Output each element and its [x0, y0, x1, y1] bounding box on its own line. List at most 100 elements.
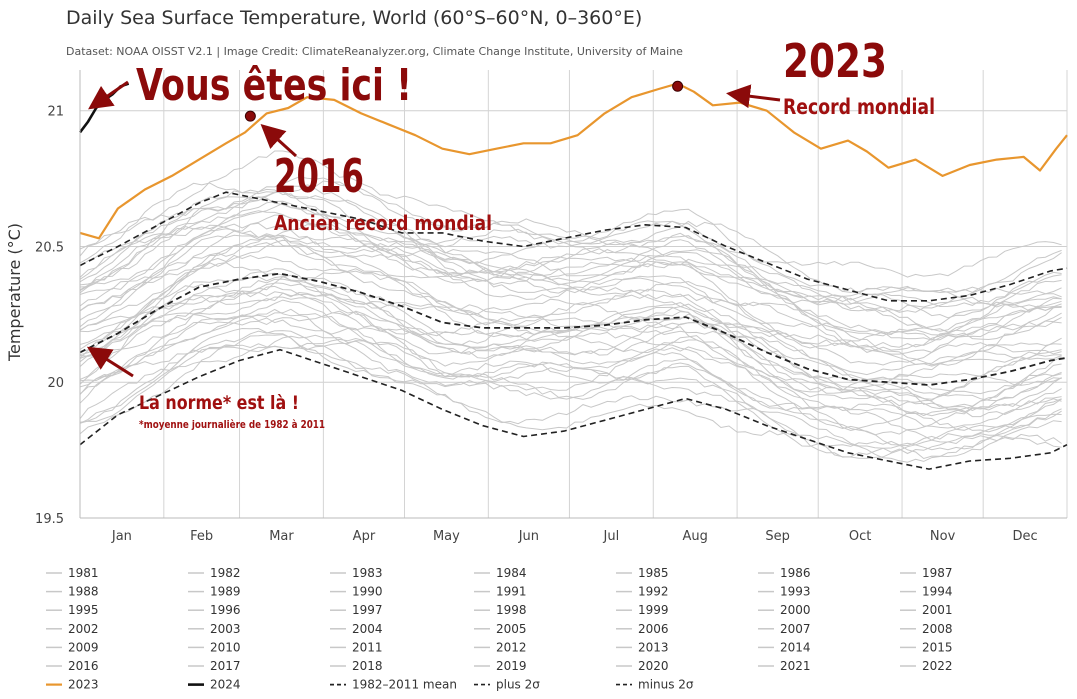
arrow-2023	[726, 84, 781, 109]
legend-label: 2024	[210, 678, 241, 692]
legend-item[interactable]: 1992	[616, 585, 669, 599]
legend-item[interactable]: 2005	[474, 622, 527, 636]
legend-item[interactable]: 2011	[330, 640, 383, 654]
legend-item[interactable]: 2007	[758, 622, 811, 636]
legend-label: 2018	[352, 659, 383, 673]
legend-item[interactable]: 2014	[758, 640, 811, 654]
x-tick-label: Mar	[269, 529, 294, 544]
legend-item[interactable]: 1986	[758, 566, 811, 580]
series-line-1995	[79, 282, 1062, 412]
legend-item[interactable]: 2015	[900, 640, 953, 654]
legend-item[interactable]: 2004	[330, 622, 383, 636]
legend-label: 1999	[638, 603, 669, 617]
legend-item[interactable]: 1982	[188, 566, 241, 580]
legend-item[interactable]: 1998	[474, 603, 527, 617]
legend-item[interactable]: 1993	[758, 585, 811, 599]
legend-item[interactable]: minus 2σ	[616, 678, 694, 692]
annotation-2023-sub: Record mondial	[783, 95, 935, 119]
legend-item[interactable]: 1991	[474, 585, 527, 599]
legend-label: 1993	[780, 585, 811, 599]
legend-item[interactable]: 1981	[46, 566, 99, 580]
x-tick-label: May	[433, 529, 460, 544]
legend-item[interactable]: 2018	[330, 659, 383, 673]
x-tick-label: Apr	[353, 529, 376, 544]
legend-item[interactable]: 2001	[900, 603, 953, 617]
marker-2023	[672, 80, 684, 92]
series-line-2024	[78, 82, 130, 134]
legend-item[interactable]: 2006	[616, 622, 669, 636]
legend-item[interactable]: 1995	[46, 603, 99, 617]
legend-item[interactable]: 2023	[46, 678, 99, 692]
x-tick-label: Sep	[765, 529, 790, 544]
series-line-2015	[79, 200, 1062, 333]
legend-label: 1994	[922, 585, 953, 599]
x-tick-label: Aug	[682, 529, 707, 544]
arrow-norm	[86, 346, 134, 378]
legend-label: 1984	[496, 566, 527, 580]
legend-item[interactable]: 2002	[46, 622, 99, 636]
legend-item[interactable]: 1985	[616, 566, 669, 580]
legend-item[interactable]: 1984	[474, 566, 527, 580]
y-tick-label: 20	[47, 376, 64, 391]
chart-subtitle: Dataset: NOAA OISST V2.1 | Image Credit:…	[66, 45, 683, 58]
legend-label: 1992	[638, 585, 669, 599]
legend-item[interactable]: 1988	[46, 585, 99, 599]
legend-item[interactable]: 1982–2011 mean	[330, 678, 457, 692]
series-line-1985	[79, 340, 1062, 459]
arrow-here	[88, 80, 129, 110]
background-year-lines	[79, 150, 1062, 463]
legend-label: 2013	[638, 640, 669, 654]
series-line-2022	[79, 150, 1062, 278]
legend-item[interactable]: 1987	[900, 566, 953, 580]
legend-item[interactable]: 1983	[330, 566, 383, 580]
legend-label: 1988	[68, 585, 99, 599]
x-tick-label: Jan	[111, 529, 132, 544]
legend-item[interactable]: 2010	[188, 640, 241, 654]
legend-item[interactable]: 2024	[188, 678, 241, 692]
legend-item[interactable]: 1996	[188, 603, 241, 617]
legend-label: 2003	[210, 622, 241, 636]
legend-item[interactable]: 2019	[474, 659, 527, 673]
legend-label: 2016	[68, 659, 99, 673]
legend-label: 2020	[638, 659, 669, 673]
x-tick-label: Dec	[1013, 529, 1038, 544]
legend-item[interactable]: 1989	[188, 585, 241, 599]
series-line-2021	[79, 182, 1062, 306]
series-line-1987	[79, 334, 1062, 451]
series-line-2008	[79, 210, 1062, 336]
series-line-2018	[79, 190, 1062, 319]
legend-item[interactable]: 1994	[900, 585, 953, 599]
axes: 19.5 20 20.5 21 Jan Feb Mar Apr May Jun Jul Aug Sep O…	[35, 70, 1067, 544]
legend-item[interactable]: 2003	[188, 622, 241, 636]
legend-label: 1983	[352, 566, 383, 580]
legend-item[interactable]: 2009	[46, 640, 99, 654]
legend-item[interactable]: 2000	[758, 603, 811, 617]
legend-label: 1990	[352, 585, 383, 599]
legend-item[interactable]: 2012	[474, 640, 527, 654]
legend-item[interactable]: 2016	[46, 659, 99, 673]
legend-label: 2011	[352, 640, 383, 654]
legend-item[interactable]: 1999	[616, 603, 669, 617]
legend-label: 2015	[922, 640, 953, 654]
legend-item[interactable]: 2020	[616, 659, 669, 673]
legend-item[interactable]: 1990	[330, 585, 383, 599]
legend-label: 2006	[638, 622, 669, 636]
legend-item[interactable]: 2017	[188, 659, 241, 673]
series-line-1981	[79, 334, 1062, 463]
legend-label: 1989	[210, 585, 241, 599]
legend-item[interactable]: 2021	[758, 659, 811, 673]
legend-item[interactable]: 2022	[900, 659, 953, 673]
legend-label: 2008	[922, 622, 953, 636]
legend-item[interactable]: 1997	[330, 603, 383, 617]
series-line-2020	[79, 180, 1062, 306]
legend-label: 1986	[780, 566, 811, 580]
legend-item[interactable]: 2008	[900, 622, 953, 636]
legend-item[interactable]: 2013	[616, 640, 669, 654]
legend: 1981 1982 1983 1984 1985 1986 1987 1988 1989 1990…	[46, 566, 953, 692]
series-line-1994	[79, 296, 1062, 418]
series-line-2009	[79, 214, 1062, 341]
series-line-2016	[79, 202, 1062, 332]
y-tick-label: 21	[47, 105, 64, 120]
legend-item[interactable]: plus 2σ	[474, 678, 540, 692]
